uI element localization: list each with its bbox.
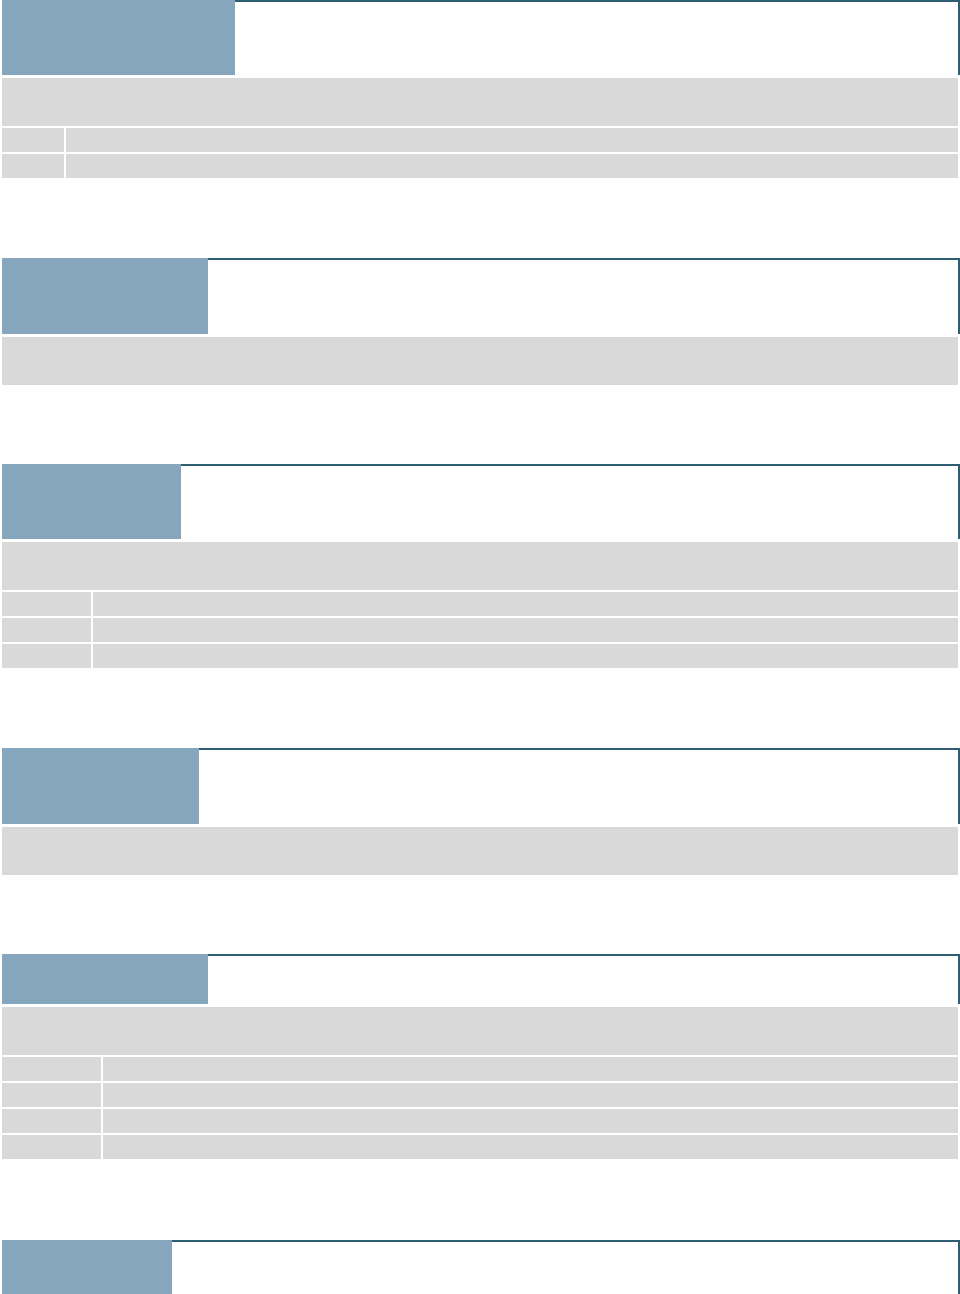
section-2-description (2, 337, 958, 385)
row-value (103, 1083, 958, 1107)
table-row (2, 1083, 958, 1107)
table-row (2, 154, 958, 178)
table-row (2, 618, 958, 642)
row-value (103, 1109, 958, 1133)
section-5-rows (2, 1057, 958, 1159)
row-key (2, 592, 91, 616)
row-key (2, 154, 64, 178)
row-value (93, 644, 958, 668)
row-value (103, 1135, 958, 1159)
section-6-header (0, 1240, 960, 1294)
table-row (2, 644, 958, 668)
row-key (2, 1109, 101, 1133)
section-4 (0, 748, 960, 875)
section-1-rows (2, 128, 958, 178)
table-row (2, 128, 958, 152)
section-6 (0, 1240, 960, 1294)
section-1 (0, 0, 960, 178)
section-5-header-frame (208, 954, 960, 1004)
row-key (2, 1135, 101, 1159)
section-6-header-frame (172, 1240, 960, 1294)
table-row (2, 1135, 958, 1159)
section-1-header-frame (235, 0, 960, 75)
section-5-description (2, 1007, 958, 1055)
section-2-header-frame (208, 258, 960, 334)
row-value (66, 154, 958, 178)
row-value (93, 618, 958, 642)
section-3-header (0, 464, 960, 539)
row-value (66, 128, 958, 152)
row-value (93, 592, 958, 616)
row-key (2, 1057, 101, 1081)
section-5 (0, 954, 960, 1159)
section-2-header (0, 258, 960, 334)
row-key (2, 1083, 101, 1107)
row-value (103, 1057, 958, 1081)
row-key (2, 644, 91, 668)
section-4-header-frame (199, 748, 960, 824)
section-4-header (0, 748, 960, 824)
section-3-tab[interactable] (2, 464, 181, 539)
section-2 (0, 258, 960, 385)
table-row (2, 592, 958, 616)
section-1-header (0, 0, 960, 75)
section-3-description (2, 542, 958, 590)
section-2-tab[interactable] (2, 258, 208, 334)
section-6-tab[interactable] (2, 1240, 172, 1294)
section-4-description (2, 827, 958, 875)
row-key (2, 128, 64, 152)
section-1-description (2, 78, 958, 126)
section-1-tab[interactable] (2, 0, 235, 75)
section-5-header (0, 954, 960, 1004)
table-row (2, 1057, 958, 1081)
section-3-header-frame (181, 464, 960, 539)
section-4-tab[interactable] (2, 748, 199, 824)
table-row (2, 1109, 958, 1133)
section-3 (0, 464, 960, 668)
section-5-tab[interactable] (2, 954, 208, 1004)
section-3-rows (2, 592, 958, 668)
row-key (2, 618, 91, 642)
